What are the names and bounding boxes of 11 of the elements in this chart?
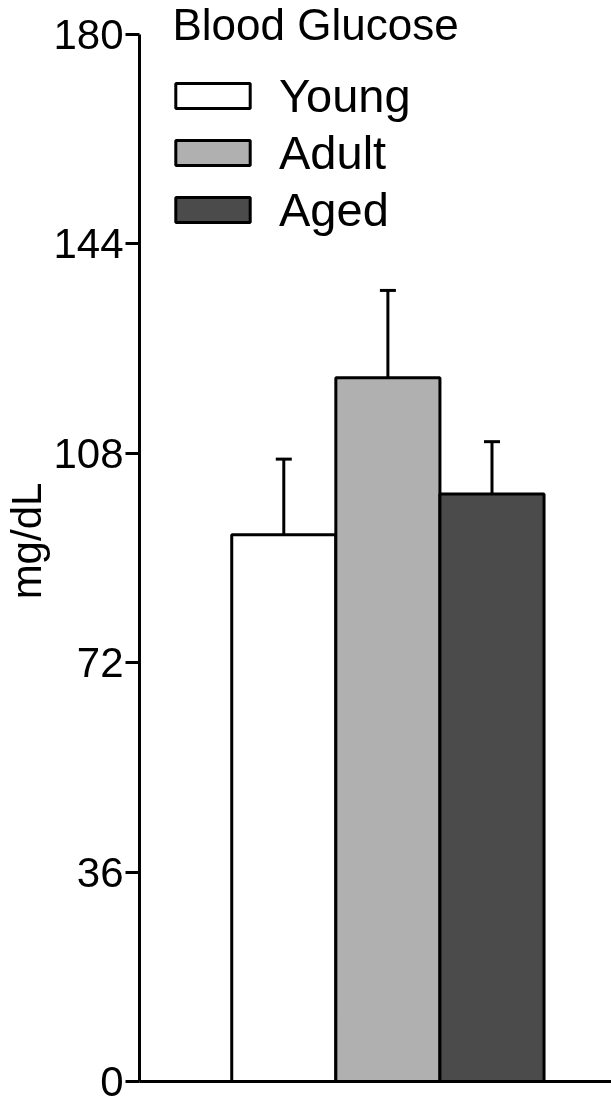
y-axis-title: mg/dL xyxy=(3,482,51,600)
y-tick-label: 144 xyxy=(53,220,124,268)
y-tick-label: 0 xyxy=(100,1058,124,1103)
y-tick-label: 108 xyxy=(53,429,124,477)
y-tick-label: 36 xyxy=(76,848,124,896)
chart-title: Blood Glucose xyxy=(172,0,459,49)
legend-label: Adult xyxy=(279,125,387,180)
y-tick-label: 180 xyxy=(53,11,124,58)
y-tick-label: 72 xyxy=(76,639,124,687)
legend-label: Young xyxy=(279,68,411,123)
legend-label: Aged xyxy=(279,182,389,237)
